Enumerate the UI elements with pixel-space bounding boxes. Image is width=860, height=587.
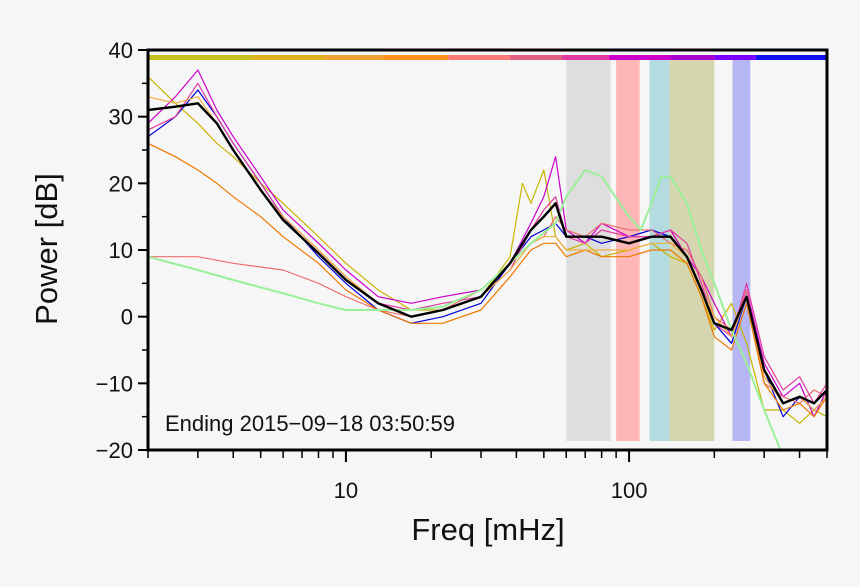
series-line-8 bbox=[148, 102, 827, 405]
y-axis-label: Power [dB] bbox=[29, 173, 64, 325]
y-tick-label-5: −10 bbox=[96, 371, 133, 396]
frequency-bands bbox=[566, 60, 751, 441]
color-strip-segment-3 bbox=[382, 55, 449, 60]
y-tick-label-2: 20 bbox=[109, 171, 133, 196]
color-strip-segment-4 bbox=[448, 55, 511, 60]
color-strip-segment-6 bbox=[562, 55, 610, 60]
band-3 bbox=[669, 60, 715, 441]
plot-frame bbox=[146, 48, 829, 452]
color-strip-segment-5 bbox=[510, 55, 563, 60]
series-line-7 bbox=[148, 169, 782, 450]
band-4 bbox=[732, 60, 751, 441]
y-tick-label-3: 10 bbox=[109, 238, 133, 263]
series-line-5 bbox=[148, 82, 827, 404]
y-tick-label-6: −20 bbox=[96, 438, 133, 463]
color-strip-segment-8 bbox=[670, 55, 715, 60]
x-axis-label: Freq [mHz] bbox=[411, 512, 564, 547]
y-tick-label-1: 30 bbox=[109, 105, 133, 130]
x-tick-label-1: 100 bbox=[611, 478, 648, 503]
color-strip-segment-9 bbox=[714, 55, 756, 60]
series-line-1 bbox=[148, 69, 827, 418]
series-line-6 bbox=[148, 96, 827, 411]
color-strip bbox=[148, 55, 827, 60]
annotation: Ending 2015−09−18 03:50:59 bbox=[165, 411, 455, 436]
y-tick-label-0: 40 bbox=[109, 38, 133, 63]
y-tick-label-4: 0 bbox=[121, 305, 133, 330]
series-line-2 bbox=[148, 89, 827, 418]
series-line-4 bbox=[148, 142, 827, 418]
series-line-0 bbox=[148, 76, 827, 424]
color-strip-segment-1 bbox=[253, 55, 326, 60]
series-lines bbox=[148, 69, 827, 450]
color-strip-segment-7 bbox=[609, 55, 671, 60]
color-strip-segment-10 bbox=[755, 55, 827, 60]
x-tick-label-0: 10 bbox=[334, 478, 358, 503]
color-strip-segment-0 bbox=[148, 55, 254, 60]
color-strip-segment-2 bbox=[325, 55, 383, 60]
